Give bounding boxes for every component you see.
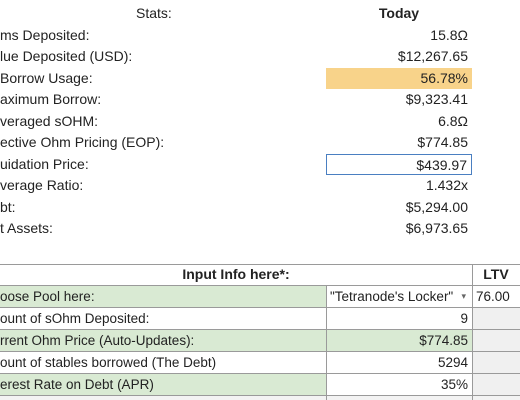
stats-value[interactable]: $5,294.00 — [405, 198, 468, 215]
stats-label[interactable]: ms Deposited: — [0, 26, 90, 43]
stats-row-borrow-usage: Borrow Usage: 56.78% — [0, 67, 520, 89]
input-row-interest-rate: erest Rate on Debt (APR) 35% — [0, 374, 520, 395]
stats-header-today[interactable]: Today — [378, 5, 420, 21]
pool-dropdown[interactable]: "Tetranode's Locker" ▾ — [326, 286, 472, 307]
ltv-cell-empty[interactable] — [472, 308, 520, 329]
stats-value[interactable]: $12,267.65 — [397, 48, 468, 64]
ltv-value[interactable]: 76.00 — [476, 289, 510, 304]
input-row-pool: oose Pool here: "Tetranode's Locker" ▾ 7… — [0, 286, 520, 307]
input-table: Input Info here*: LTV oose Pool here: "T… — [0, 264, 520, 400]
input-header-row: Input Info here*: LTV — [0, 264, 520, 285]
ltv-cell-empty[interactable] — [472, 330, 520, 351]
grid-line — [0, 395, 520, 396]
grid-line — [0, 373, 520, 374]
input-row-sohm-deposited: ount of sOhm Deposited: 9 — [0, 308, 520, 329]
stats-row-tokens-deposited: ms Deposited: 15.8Ω — [0, 25, 520, 47]
stats-header-row: Stats: Today — [0, 3, 520, 25]
input-value[interactable]: 35% — [440, 377, 468, 392]
input-value[interactable]: 9 — [460, 311, 468, 326]
stats-row-maximum-borrow: aximum Borrow: $9,323.41 — [0, 89, 520, 111]
stats-row-leveraged-sohm: veraged sOHM: 6.8Ω — [0, 111, 520, 133]
ltv-cell-empty[interactable] — [472, 374, 520, 395]
stats-row-value-deposited: lue Deposited (USD): $12,267.65 — [0, 46, 520, 68]
stats-header-label[interactable]: Stats: — [136, 5, 172, 21]
stats-value-highlighted[interactable]: 56.78% — [326, 67, 472, 89]
stats-label[interactable]: lue Deposited (USD): — [0, 48, 133, 64]
input-label[interactable]: erest Rate on Debt (APR) — [0, 374, 326, 395]
input-table-header[interactable]: Input Info here*: — [182, 266, 290, 282]
stats-value[interactable]: 1.432x — [425, 177, 468, 193]
stats-label[interactable]: ective Ohm Pricing (EOP): — [0, 134, 165, 150]
stats-label[interactable]: veraged sOHM: — [0, 112, 99, 129]
pool-dropdown-value: "Tetranode's Locker" — [330, 289, 454, 304]
stats-label[interactable]: bt: — [0, 198, 16, 215]
ltv-header[interactable]: LTV — [483, 266, 509, 282]
stats-label[interactable]: t Assets: — [0, 220, 53, 236]
ltv-cell-empty[interactable] — [472, 352, 520, 373]
grid-line — [0, 307, 520, 308]
stats-row-eop: ective Ohm Pricing (EOP): $774.85 — [0, 132, 520, 154]
stats-row-liquidation-price: uidation Price: $439.97 — [0, 153, 520, 175]
stats-value[interactable]: $774.85 — [417, 134, 468, 150]
stats-value[interactable]: $6,973.65 — [405, 220, 468, 236]
grid-line — [326, 285, 327, 400]
stats-row-debt: bt: $5,294.00 — [0, 197, 520, 219]
stats-value[interactable]: 6.8Ω — [438, 112, 468, 129]
stats-row-net-assets: t Assets: $6,973.65 — [0, 218, 520, 240]
input-row-ohm-price: rrent Ohm Price (Auto-Updates): $774.85 — [0, 330, 520, 351]
input-row-partial — [0, 396, 520, 400]
stats-label[interactable]: Borrow Usage: — [0, 69, 93, 86]
grid-line — [0, 329, 520, 330]
input-label[interactable]: rrent Ohm Price (Auto-Updates): — [0, 330, 326, 351]
stats-value[interactable]: $9,323.41 — [405, 91, 468, 107]
stats-value-selected[interactable]: $439.97 — [326, 153, 472, 175]
stats-label[interactable]: verage Ratio: — [0, 177, 84, 193]
stats-label[interactable]: aximum Borrow: — [0, 91, 102, 107]
grid-line — [0, 285, 520, 286]
grid-line — [0, 264, 520, 265]
input-value[interactable]: $774.85 — [326, 330, 472, 351]
stats-value[interactable]: 15.8Ω — [430, 26, 468, 43]
input-label[interactable]: ount of sOhm Deposited: — [0, 311, 150, 326]
input-label[interactable]: ount of stables borrowed (The Debt) — [0, 355, 217, 370]
stats-row-leverage-ratio: verage Ratio: 1.432x — [0, 175, 520, 197]
chevron-down-icon[interactable]: ▾ — [461, 291, 466, 301]
input-row-stables-borrowed: ount of stables borrowed (The Debt) 5294 — [0, 352, 520, 373]
input-label[interactable]: oose Pool here: — [0, 286, 326, 307]
input-value[interactable]: 5294 — [437, 355, 468, 370]
grid-line — [472, 264, 473, 400]
grid-line — [0, 351, 520, 352]
stats-label[interactable]: uidation Price: — [0, 155, 89, 172]
